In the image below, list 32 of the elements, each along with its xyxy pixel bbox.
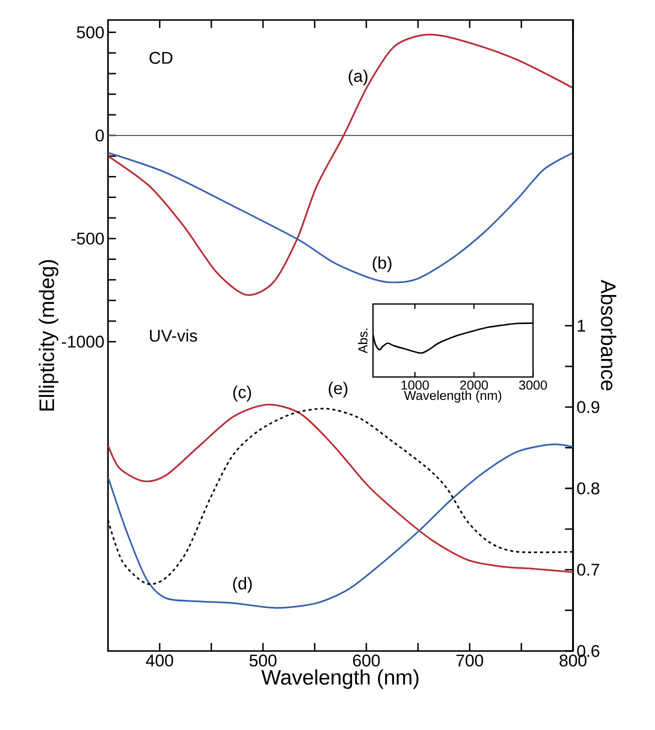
x-tick-label: 3000 <box>519 380 547 390</box>
x-tick-label: 2000 <box>460 380 488 390</box>
line-series <box>108 34 574 296</box>
y-tick-label: -500 <box>71 232 104 245</box>
y-axis-title: Ellipticity (mdeg) <box>38 260 58 411</box>
series-label: (c) <box>233 386 251 402</box>
series-label: (a) <box>348 70 368 86</box>
y2-tick-label: 1 <box>578 320 586 332</box>
y2-tick-label: 0.6 <box>577 645 600 657</box>
x-tick-label: 400 <box>146 654 174 667</box>
y-tick-label: 500 <box>76 26 104 38</box>
series-label: (d) <box>233 577 252 593</box>
y-tick-label: 0 <box>96 129 104 142</box>
y2-axis-title: Absorbance <box>600 280 616 390</box>
y2-tick-label: 0.8 <box>577 482 600 494</box>
y2-tick-label: 0.9 <box>577 401 600 414</box>
x-tick-label: 1000 <box>402 380 429 390</box>
x-tick-label: 500 <box>250 654 276 667</box>
line-series <box>108 444 574 609</box>
series-label: (e) <box>328 382 348 398</box>
x-tick-label: 700 <box>456 654 484 667</box>
line-series <box>108 152 574 284</box>
y-tick-label: -1000 <box>62 336 104 348</box>
x-axis-title: Wavelength (nm) <box>404 390 502 403</box>
x-tick-label: 600 <box>353 654 380 667</box>
x-tick-label: 800 <box>560 654 586 667</box>
annotation: CD <box>150 52 172 64</box>
y2-tick-label: 0.7 <box>577 564 600 576</box>
series-label: (b) <box>372 256 392 272</box>
y-axis-title: Abs. <box>358 328 368 354</box>
annotation: UV-vis <box>150 329 198 342</box>
x-axis-title: Wavelength (nm) <box>261 669 418 689</box>
